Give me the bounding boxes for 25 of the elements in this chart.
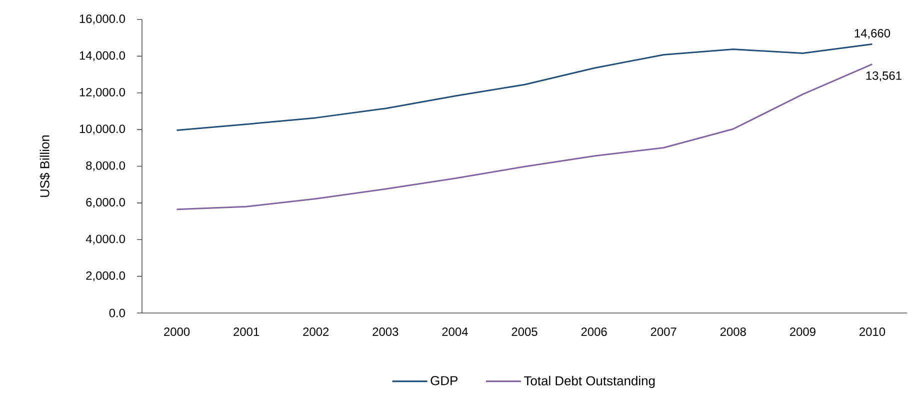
x-tick-label: 2001 bbox=[234, 328, 260, 336]
x-tick-label: 2002 bbox=[303, 328, 329, 336]
y-tick-label: 12,000.0 bbox=[80, 88, 126, 98]
y-axis-title: US$ Billion bbox=[40, 135, 50, 197]
y-tick-label: 14,000.0 bbox=[80, 51, 126, 62]
y-tick-label: 2,000.0 bbox=[86, 271, 126, 282]
y-tick-label: 0.0 bbox=[109, 308, 126, 318]
data-label: 13,561 bbox=[866, 71, 902, 82]
x-tick-label: 2007 bbox=[650, 328, 676, 336]
x-tick-label: 2010 bbox=[860, 328, 886, 336]
y-tick-label: 4,000.0 bbox=[86, 234, 126, 245]
legend-label: GDP bbox=[430, 376, 458, 386]
x-tick-label: 2000 bbox=[164, 328, 190, 336]
y-tick-label: 8,000.0 bbox=[86, 161, 126, 172]
x-tick-label: 2006 bbox=[581, 328, 607, 336]
x-tick-label: 2004 bbox=[442, 328, 468, 336]
y-tick-label: 6,000.0 bbox=[86, 198, 126, 208]
x-tick-label: 2009 bbox=[790, 328, 816, 336]
y-tick-label: 16,000.0 bbox=[80, 14, 126, 24]
legend-label: Total Debt Outstanding bbox=[524, 376, 655, 388]
x-tick-label: 2008 bbox=[720, 328, 746, 336]
y-tick-label: 10,000.0 bbox=[80, 124, 126, 134]
data-label: 14,660 bbox=[854, 29, 890, 39]
x-tick-label: 2003 bbox=[372, 328, 398, 336]
x-tick-label: 2005 bbox=[512, 328, 538, 336]
